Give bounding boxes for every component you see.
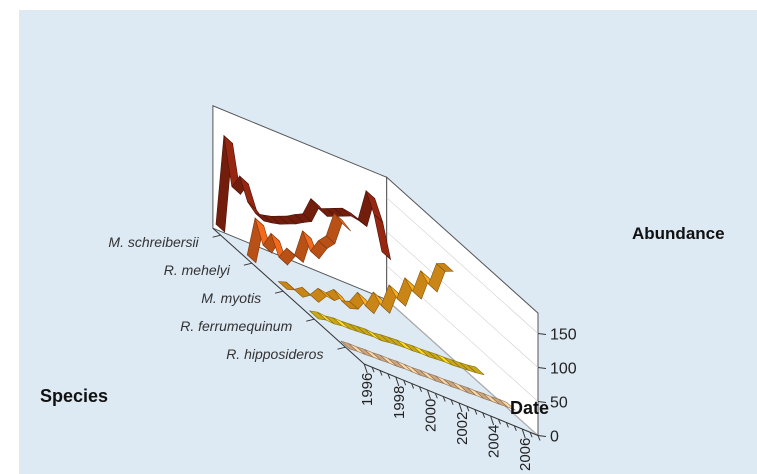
x-tick — [387, 373, 391, 379]
x-tick — [403, 380, 407, 386]
species-label: M. schreibersii — [108, 234, 199, 250]
x-tick-label: 2000 — [422, 399, 439, 432]
y-axis-title: Species — [40, 386, 108, 406]
x-tick — [529, 432, 533, 438]
x-tick-label: 2002 — [454, 412, 471, 445]
series-ribbon — [277, 263, 454, 315]
x-tick-label: 2006 — [517, 438, 534, 471]
x-axis-title: Date — [510, 398, 549, 418]
x-tick-label: 2004 — [486, 425, 503, 458]
ribbon-segment — [435, 263, 454, 272]
right-wall — [386, 176, 539, 437]
x-tick — [458, 402, 463, 413]
x-tick — [513, 425, 517, 431]
z-tick-label: 100 — [550, 361, 577, 378]
x-tick — [379, 370, 383, 376]
x-tick — [411, 383, 415, 389]
y-tick — [243, 262, 253, 266]
x-tick — [371, 367, 375, 373]
x-tick — [474, 409, 478, 415]
series-ribbon — [215, 134, 392, 261]
axes — [212, 227, 547, 441]
x-tick — [450, 399, 454, 405]
ribbon-segment — [498, 398, 516, 411]
z-tick-label: 50 — [550, 395, 568, 412]
ribbon-segment — [333, 212, 351, 232]
x-tick — [434, 393, 438, 399]
series-ribbon — [246, 212, 351, 266]
x-tick — [419, 386, 422, 392]
y-tick — [212, 234, 221, 238]
y-axis-line — [212, 227, 365, 365]
species-label: M. myotis — [201, 290, 261, 306]
back-wall — [212, 105, 388, 301]
x-tick — [482, 412, 486, 418]
x-tick — [498, 419, 501, 425]
x-tick — [466, 406, 470, 412]
y-tick — [306, 318, 315, 322]
x-tick — [505, 422, 509, 428]
series-ribbon — [308, 310, 485, 376]
species-label: R. mehelyi — [164, 262, 231, 278]
ribbon-segment — [373, 213, 392, 261]
x-tick — [363, 363, 368, 374]
z-tick-label: 150 — [550, 327, 577, 344]
z-tick — [537, 333, 547, 335]
species-label: R. ferrumequinum — [180, 318, 292, 334]
grid-line — [386, 197, 539, 334]
z-axis-title: Abundance — [632, 224, 725, 243]
axis-labels: 0 50 100 150 1996 1998 2000 2002 2004 2006 M. schr… — [108, 234, 576, 471]
z-tick — [537, 401, 547, 403]
species-label: R. hipposideros — [226, 346, 323, 362]
ribbon-segment — [309, 287, 328, 303]
z-tick — [537, 367, 547, 369]
z-tick-label: 0 — [550, 429, 559, 446]
x-tick-label: 1998 — [391, 386, 408, 419]
y-tick — [274, 290, 284, 294]
x-tick — [521, 428, 526, 439]
x-tick-label: 1996 — [359, 373, 376, 406]
x-tick — [426, 389, 431, 400]
ribbon-segment — [467, 364, 485, 376]
ribbon-segment — [293, 286, 312, 298]
x-tick — [395, 376, 400, 387]
x-tick — [490, 415, 495, 426]
y-tick — [337, 346, 346, 350]
series-ribbons — [215, 134, 516, 411]
z-tick — [537, 435, 547, 437]
x-tick — [537, 435, 541, 441]
grid-line — [386, 231, 539, 368]
series-ribbon — [340, 340, 516, 411]
x-tick — [442, 396, 446, 402]
